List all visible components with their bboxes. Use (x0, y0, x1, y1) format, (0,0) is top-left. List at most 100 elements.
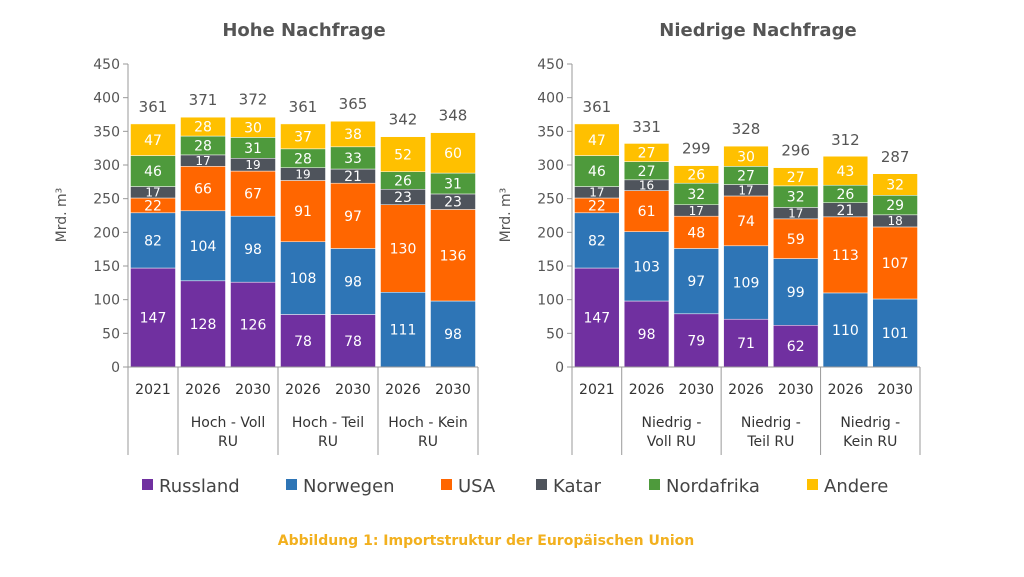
bar-total-label: 361 (139, 98, 168, 116)
bar-value-label: 38 (344, 127, 362, 143)
bar-segment-norwegen (280, 241, 326, 315)
y-axis-label: Mrd. m³ (498, 188, 514, 243)
bar-total-label: 361 (289, 98, 318, 116)
bar-value-label: 17 (689, 204, 704, 218)
bar-value-label: 79 (687, 333, 705, 349)
bar-total-label: 371 (189, 91, 218, 109)
bar-value-label: 21 (344, 169, 362, 185)
bar-value-label: 17 (589, 186, 604, 200)
x-tick-label: 2030 (877, 382, 913, 398)
legend-swatch-russland (142, 479, 153, 490)
bar-value-label: 99 (787, 285, 805, 301)
bar-value-label: 27 (737, 168, 755, 184)
bar-segment-norwegen (773, 258, 819, 326)
chart-title: Hohe Nachfrage (222, 20, 385, 41)
bar-segment-usa (430, 209, 476, 302)
bar-total-label: 331 (632, 118, 661, 136)
group-label: Hoch - Voll (191, 415, 265, 431)
y-tick-label: 200 (537, 225, 564, 241)
bar-segment-andere (430, 132, 476, 174)
bar-value-label: 109 (733, 276, 760, 292)
bar-segment-russland (574, 267, 620, 368)
group-label: Hoch - Teil (292, 415, 364, 431)
x-tick-label: 2030 (778, 382, 814, 398)
legend-swatch-katar (536, 479, 547, 490)
bar-segment-norwegen (723, 245, 769, 320)
bar-segment-norwegen (822, 292, 869, 368)
y-tick-label: 450 (93, 57, 120, 73)
group-label: Niedrig - (840, 415, 900, 431)
bar-value-label: 147 (583, 311, 610, 327)
x-tick-label: 2021 (135, 382, 171, 398)
y-tick-label: 350 (93, 124, 120, 140)
bar-value-label: 130 (390, 242, 417, 258)
bar-value-label: 26 (837, 187, 855, 203)
bar-value-label: 147 (140, 311, 167, 327)
bar-value-label: 17 (145, 186, 160, 200)
legend-label: Norwegen (303, 476, 395, 497)
bar-total-label: 342 (389, 111, 418, 129)
bar-segment-russland (773, 325, 819, 368)
chart-panel-2: Niedrige Nachfrage Mrd. m³ 0 50 100 150 200 250… (498, 20, 921, 455)
legend-swatch-usa (441, 479, 452, 490)
bar-segment-russland (673, 313, 719, 368)
bar-value-label: 32 (886, 178, 904, 194)
bar-segment-andere (330, 120, 376, 148)
bar-value-label: 28 (194, 120, 212, 136)
bar-value-label: 60 (444, 146, 462, 162)
bar-segment-andere (673, 165, 719, 184)
y-tick-label: 200 (93, 225, 120, 241)
bar-value-label: 19 (295, 167, 310, 181)
bar-value-label: 32 (787, 190, 805, 206)
bar-value-label: 22 (144, 198, 162, 214)
x-tick-label: 2030 (335, 382, 371, 398)
bar-segment-andere (574, 123, 620, 156)
bar-total-label: 361 (583, 98, 612, 116)
bar-total-label: 312 (831, 131, 860, 149)
bar-value-label: 98 (638, 327, 656, 343)
bar-value-label: 126 (240, 318, 267, 334)
bar-segment-usa (872, 226, 918, 300)
group-label: RU (318, 434, 338, 450)
bar-segment-andere (280, 123, 326, 150)
y-tick-label: 450 (537, 57, 564, 73)
bar-value-label: 103 (633, 259, 660, 275)
bar-segment-andere (230, 116, 276, 138)
x-tick-label: 2026 (185, 382, 221, 398)
y-tick-label: 100 (93, 293, 120, 309)
bar-value-label: 59 (787, 232, 805, 248)
bar-segment-norwegen (180, 210, 226, 282)
bar-value-label: 47 (588, 133, 606, 149)
bar-value-label: 30 (244, 120, 262, 136)
group-label: Hoch - Kein (388, 415, 467, 431)
bar-value-label: 46 (144, 164, 162, 180)
x-tick-label: 2026 (728, 382, 764, 398)
bar-segment-andere (872, 173, 918, 196)
legend-label: Russland (159, 476, 240, 497)
bar-value-label: 27 (638, 146, 656, 162)
bar-value-label: 17 (195, 154, 210, 168)
x-tick-label: 2030 (235, 382, 271, 398)
bar-segment-usa (330, 182, 376, 249)
group-label: Niedrig - (641, 415, 701, 431)
bar-value-label: 82 (588, 233, 606, 249)
bar-value-label: 82 (144, 233, 162, 249)
bar-value-label: 18 (888, 214, 903, 228)
bar-value-label: 108 (290, 271, 317, 287)
bar-value-label: 28 (194, 139, 212, 155)
group-label: RU (418, 434, 438, 450)
y-tick-label: 0 (555, 360, 564, 376)
bar-segment-andere (623, 143, 670, 162)
bar-value-label: 91 (294, 204, 312, 220)
bar-value-label: 26 (687, 167, 705, 183)
bar-value-label: 136 (440, 248, 467, 264)
bar-value-label: 27 (638, 164, 656, 180)
bar-segment-norwegen (673, 248, 719, 315)
y-tick-label: 150 (93, 259, 120, 275)
bar-segment-norwegen (574, 212, 620, 269)
y-tick-label: 250 (537, 192, 564, 208)
bar-total-label: 296 (781, 142, 810, 160)
bar-value-label: 52 (394, 147, 412, 163)
bar-segment-nordafrika (574, 155, 620, 187)
